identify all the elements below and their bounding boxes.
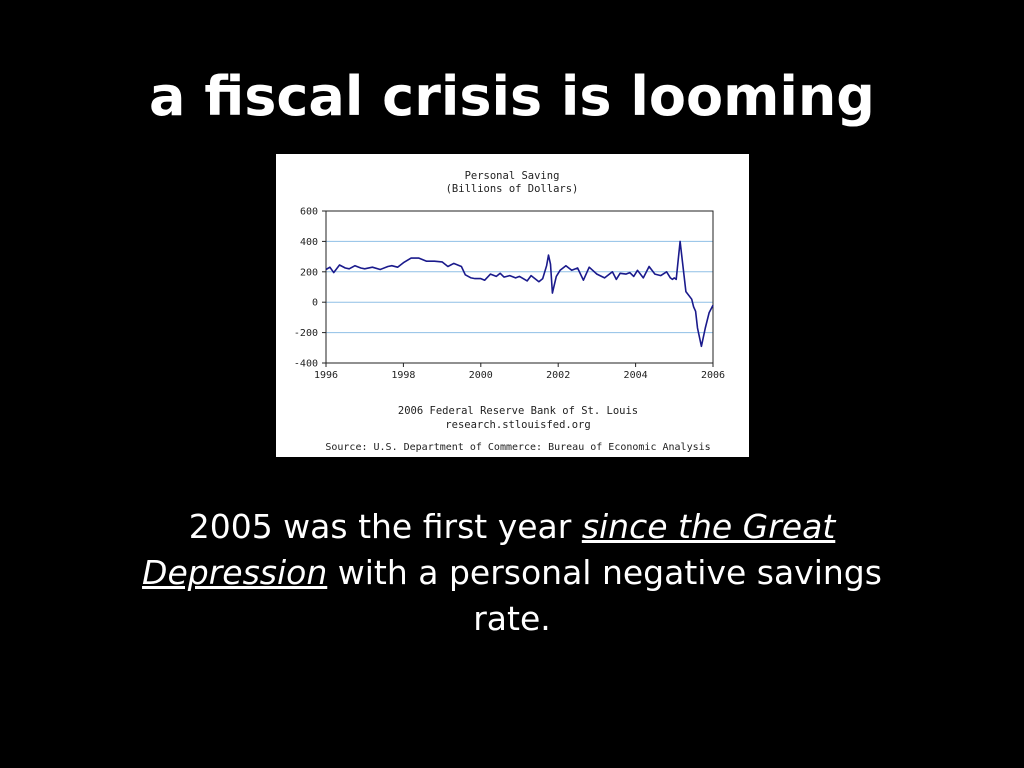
y-tick-label: 400 bbox=[300, 237, 318, 248]
y-tick-label: -200 bbox=[294, 328, 318, 339]
caption-link-great[interactable]: since the Great bbox=[581, 507, 836, 546]
chart-source: Source: U.S. Department of Commerce: Bur… bbox=[325, 442, 710, 453]
caption-text-end: with a personal negative savings rate. bbox=[327, 553, 882, 638]
y-tick-label: 0 bbox=[312, 298, 318, 309]
y-tick-label: -400 bbox=[294, 359, 318, 370]
x-tick-label: 2004 bbox=[624, 370, 648, 381]
y-tick-label: 200 bbox=[300, 267, 318, 278]
x-tick-label: 2000 bbox=[469, 370, 493, 381]
x-tick-label: 2006 bbox=[701, 370, 725, 381]
x-tick-label: 1998 bbox=[391, 370, 415, 381]
chart-title: Personal Saving bbox=[465, 170, 560, 182]
slide-title: a fiscal crisis is looming bbox=[149, 65, 875, 128]
chart-subtitle: (Billions of Dollars) bbox=[446, 183, 579, 195]
caption-link-depression[interactable]: Depression bbox=[142, 553, 328, 592]
caption-text-start: 2005 was the first year bbox=[188, 507, 582, 546]
chart-footer-url: research.stlouisfed.org bbox=[445, 419, 590, 431]
chart-svg: Personal Saving (Billions of Dollars) 60… bbox=[294, 170, 725, 453]
x-tick-label: 1996 bbox=[314, 370, 338, 381]
personal-saving-series-line bbox=[325, 240, 714, 348]
x-tick-label: 2002 bbox=[546, 370, 570, 381]
slide-caption: 2005 was the first year since the Great D… bbox=[100, 504, 924, 642]
personal-saving-chart: Personal Saving (Billions of Dollars) 60… bbox=[276, 154, 749, 457]
plot-frame bbox=[325, 210, 714, 364]
chart-footer-copyright: 2006 Federal Reserve Bank of St. Louis bbox=[398, 405, 638, 417]
y-tick-label: 600 bbox=[300, 207, 318, 218]
